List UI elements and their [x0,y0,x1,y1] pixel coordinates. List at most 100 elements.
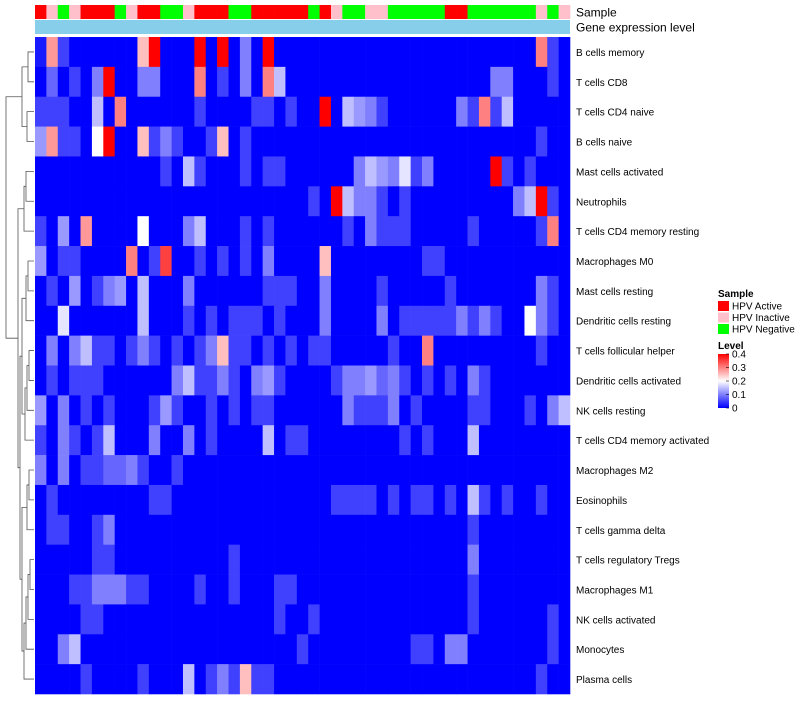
heatmap-cell [513,365,525,396]
heatmap-cell [456,216,468,247]
heatmap-cell [410,186,423,217]
heatmap-cell [46,186,59,217]
heatmap-cell [274,484,286,516]
heatmap-cell [399,574,411,605]
heatmap-cell [80,156,93,187]
heatmap-cell [319,365,332,396]
heatmap-cell [410,574,423,605]
heatmap-cell [35,186,47,217]
row-dendrogram [5,51,34,680]
heatmap-cell [80,96,93,127]
heatmap-cell [444,216,457,247]
heatmap-cell [194,574,207,605]
heatmap-cell [239,365,252,396]
heatmap-cell [444,335,457,366]
heatmap-cell [103,664,115,695]
heatmap-cell [182,126,195,157]
heatmap-cell [46,216,59,247]
heatmap-cell [251,395,263,426]
heatmap-cell [478,604,491,635]
heatmap-cell [433,634,446,665]
sample-annotation-cell [478,5,491,19]
heatmap-cell [103,96,115,127]
heatmap-cell [330,634,343,665]
heatmap-cell [239,455,252,486]
heatmap-cell [478,186,491,217]
heatmap-cell [69,634,81,665]
heatmap-cell [410,455,423,486]
heatmap-cell [547,275,559,307]
heatmap-cell [490,544,503,575]
heatmap-cell [35,425,47,456]
gene-expression-annotation-bar [35,20,570,34]
heatmap-cell [422,574,434,605]
heatmap-cell [467,425,480,456]
heatmap-cell [524,365,537,396]
dendrogram-branch [27,260,34,292]
heatmap-cell [182,246,195,277]
heatmap-cell [80,484,93,516]
heatmap-cell [239,186,252,217]
heatmap-cell [217,96,229,127]
heatmap-cell [285,246,298,277]
heatmap-cell [182,37,195,68]
sample-annotation-cell [399,5,411,19]
heatmap-cell [513,66,525,98]
heatmap-cell [501,604,514,635]
heatmap-cell [467,335,480,366]
heatmap-cell [35,395,47,426]
heatmap-cell [69,664,81,695]
heatmap-cell [194,514,207,545]
row-label: T cells CD4 memory activated [576,436,709,447]
dendrogram-branch [27,574,34,620]
heatmap-cell [217,484,229,516]
heatmap-cell [91,425,104,456]
heatmap-cell [342,156,355,187]
sample-annotation-cell [558,5,571,19]
heatmap-cell [296,365,309,396]
heatmap-cell [182,544,195,575]
heatmap-cell [148,66,161,98]
heatmap-cell [376,37,389,68]
heatmap-cell [444,604,457,635]
sample-annotation-cell [103,5,115,19]
heatmap-cell [205,425,218,456]
heatmap-cell [171,216,184,247]
heatmap-cell [319,186,332,217]
heatmap-cell [194,126,207,157]
sample-annotation-cell [57,5,70,19]
heatmap-cell [535,305,548,336]
heatmap-cell [205,126,218,157]
heatmap-cell [422,544,434,575]
heatmap-cell [103,365,115,396]
heatmap-cell [160,126,172,157]
heatmap-cell [46,365,59,396]
heatmap-cell [444,66,457,98]
heatmap-cell [490,604,503,635]
heatmap-cell [319,455,332,486]
heatmap-cell [205,335,218,366]
heatmap-cell [57,126,70,157]
heatmap-cell [524,335,537,366]
heatmap-cell [501,186,514,217]
heatmap-cell [148,634,161,665]
legend-tick-label: 0.4 [732,350,746,361]
heatmap-cell [501,126,514,157]
heatmap-cell [69,365,81,396]
heatmap-cell [148,37,161,68]
heatmap-cell [535,574,548,605]
heatmap-cell [376,96,389,127]
sample-annotation-cell [182,5,195,19]
heatmap-cell [478,96,491,127]
heatmap-cell [239,395,252,426]
heatmap-cell [126,544,138,575]
heatmap-cell [91,275,104,307]
heatmap-cell [57,514,70,545]
heatmap-cell [251,96,263,127]
heatmap-cell [376,634,389,665]
heatmap-cell [422,604,434,635]
heatmap-cell [387,186,400,217]
heatmap-cell [308,335,320,366]
heatmap-cell [433,664,446,695]
legend-level-title: Level [718,341,744,352]
